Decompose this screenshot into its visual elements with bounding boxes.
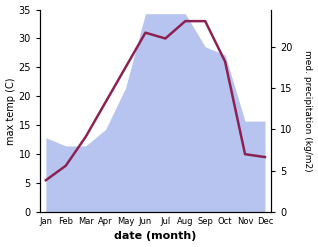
X-axis label: date (month): date (month)	[114, 231, 197, 242]
Y-axis label: max temp (C): max temp (C)	[5, 77, 16, 144]
Y-axis label: med. precipitation (kg/m2): med. precipitation (kg/m2)	[303, 50, 313, 172]
